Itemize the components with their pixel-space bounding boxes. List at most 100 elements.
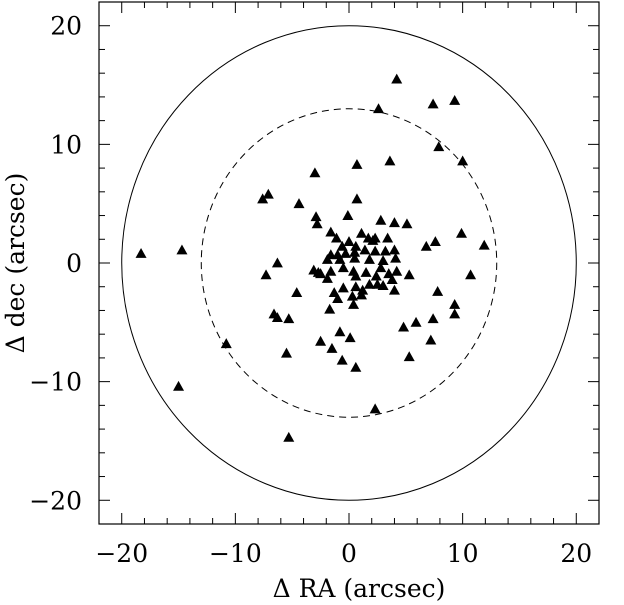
x-tick-label: 10 bbox=[447, 539, 479, 568]
data-point-triangle bbox=[390, 252, 402, 263]
data-point-triangle bbox=[427, 98, 439, 109]
data-point-triangle bbox=[386, 274, 398, 285]
tick-labels-layer: −20 −10 0 10 20 −20 −10 0 10 20 bbox=[29, 12, 592, 568]
data-point-triangle bbox=[375, 262, 387, 273]
data-point-triangle bbox=[377, 280, 389, 290]
y-tick-label: 10 bbox=[50, 130, 82, 159]
dashed-circle bbox=[200, 108, 498, 418]
data-point-triangle bbox=[281, 347, 292, 358]
data-point-triangle bbox=[357, 284, 369, 295]
data-point-triangle bbox=[336, 240, 348, 251]
data-point-triangle bbox=[420, 240, 432, 251]
data-point-triangle bbox=[391, 265, 403, 276]
data-point-triangle bbox=[325, 265, 337, 276]
x-tick-label: −20 bbox=[95, 539, 148, 568]
data-point-triangle bbox=[377, 255, 389, 266]
solid-circle bbox=[121, 25, 577, 501]
x-tick-label: −10 bbox=[209, 539, 262, 568]
data-point-triangle bbox=[350, 270, 362, 281]
data-point-triangle bbox=[342, 210, 354, 220]
x-tick-label: 20 bbox=[560, 539, 592, 568]
data-point-triangle bbox=[382, 232, 394, 243]
data-point-triangle bbox=[369, 403, 381, 414]
data-point-triangle bbox=[293, 198, 305, 209]
data-point-triangle bbox=[311, 218, 323, 229]
data-point-triangle bbox=[363, 253, 375, 264]
data-point-triangle bbox=[315, 335, 327, 346]
data-point-triangle bbox=[220, 338, 232, 349]
data-point-triangle bbox=[410, 316, 422, 327]
data-point-triangle bbox=[262, 188, 274, 199]
data-point-triangle bbox=[449, 299, 461, 309]
data-point-triangle bbox=[291, 287, 303, 298]
data-point-triangle bbox=[135, 248, 147, 258]
data-point-triangle bbox=[379, 245, 391, 256]
data-point-triangle bbox=[391, 73, 403, 84]
data-point-triangle bbox=[271, 312, 283, 322]
data-point-triangle bbox=[432, 285, 444, 296]
data-point-triangle bbox=[257, 193, 269, 204]
data-point-triangle bbox=[359, 244, 371, 255]
data-point-triangle bbox=[427, 313, 439, 324]
data-point-triangle bbox=[429, 236, 441, 247]
data-point-triangle bbox=[310, 211, 322, 222]
data-point-triangle bbox=[388, 244, 400, 255]
data-point-triangle bbox=[332, 293, 344, 303]
data-point-triangle bbox=[173, 380, 185, 391]
data-point-triangle bbox=[449, 308, 461, 319]
data-point-triangle bbox=[325, 226, 337, 237]
data-point-triangle bbox=[350, 361, 362, 372]
x-axis-label: Δ RA (arcsec) bbox=[273, 574, 446, 603]
data-point-triangle bbox=[321, 272, 333, 283]
data-point-triangle bbox=[260, 269, 272, 280]
data-point-triangle bbox=[349, 246, 361, 257]
data-point-triangle bbox=[346, 290, 358, 301]
data-point-triangle bbox=[336, 354, 348, 365]
data-point-triangle bbox=[457, 155, 469, 166]
y-axis-label: Δ dec (arcsec) bbox=[1, 173, 30, 354]
data-point-triangle bbox=[312, 266, 324, 277]
data-point-triangle bbox=[369, 245, 381, 256]
data-point-triangle bbox=[449, 94, 461, 105]
data-point-triangle bbox=[356, 227, 367, 238]
data-point-triangle bbox=[373, 103, 385, 114]
data-point-triangle bbox=[334, 326, 346, 337]
circles-layer bbox=[121, 25, 577, 501]
data-point-triangle bbox=[283, 431, 295, 442]
data-point-triangle bbox=[375, 214, 387, 225]
data-point-triangle bbox=[340, 248, 352, 258]
data-point-triangle bbox=[384, 155, 396, 166]
data-point-triangle bbox=[331, 232, 342, 243]
data-point-triangle bbox=[348, 299, 360, 309]
data-point-triangle bbox=[349, 252, 361, 263]
y-tick-label: 0 bbox=[66, 249, 82, 278]
data-point-triangle bbox=[326, 342, 338, 353]
data-point-triangle bbox=[388, 284, 400, 295]
plot-frame bbox=[98, 1, 600, 525]
data-point-triangle bbox=[456, 227, 467, 238]
data-point-triangle bbox=[343, 236, 355, 247]
data-point-triangle bbox=[367, 234, 379, 245]
data-point-triangle bbox=[356, 289, 367, 300]
data-point-triangle bbox=[360, 266, 372, 277]
data-point-triangle bbox=[271, 257, 283, 268]
data-point-triangle bbox=[350, 240, 362, 251]
data-point-triangle bbox=[321, 253, 333, 264]
data-point-triangle bbox=[283, 313, 295, 324]
data-point-triangle bbox=[344, 332, 356, 343]
data-point-triangle bbox=[398, 321, 410, 332]
data-point-triangle bbox=[309, 167, 321, 178]
y-tick-label: 20 bbox=[50, 12, 82, 41]
y-tick-label: −20 bbox=[29, 486, 82, 515]
data-point-triangle bbox=[478, 239, 490, 250]
data-point-triangle bbox=[465, 269, 477, 280]
data-point-triangle bbox=[334, 253, 346, 264]
ticks-layer bbox=[98, 1, 600, 525]
data-point-triangle bbox=[324, 303, 336, 314]
data-point-triangle bbox=[403, 269, 415, 280]
data-point-triangle bbox=[363, 278, 375, 289]
data-point-triangle bbox=[403, 351, 415, 362]
data-point-triangle bbox=[370, 270, 382, 281]
data-point-triangle bbox=[337, 262, 349, 273]
